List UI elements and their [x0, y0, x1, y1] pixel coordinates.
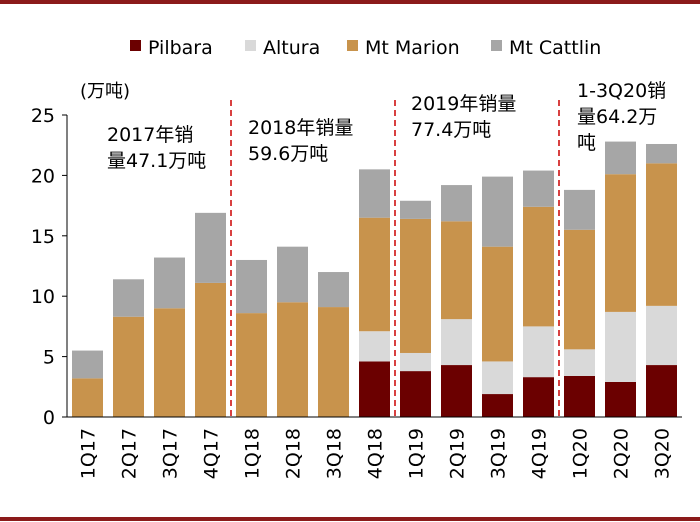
bar-mt-cattlin-1q19 — [400, 200, 431, 219]
bar-mt-cattlin-4q18 — [359, 169, 390, 218]
x-tick-label-3q20: 3Q20 — [652, 428, 674, 479]
bar-mt-marion-3q20 — [646, 163, 677, 306]
bar-mt-marion-2q20 — [605, 174, 636, 312]
annotation-text: 1-3Q20销 — [577, 80, 666, 102]
legend-label-pilbara: Pilbara — [148, 37, 213, 59]
bar-mt-cattlin-3q20 — [646, 143, 677, 164]
y-tick-label: 20 — [31, 165, 55, 187]
legend-swatch-pilbara — [130, 40, 141, 51]
bottom-border — [0, 517, 700, 521]
annotation-text: 量47.1万吨 — [107, 150, 206, 172]
x-tick-label-3q19: 3Q19 — [488, 428, 510, 479]
top-border — [0, 0, 700, 4]
bar-mt-cattlin-2q17 — [113, 279, 144, 317]
bar-mt-cattlin-3q18 — [318, 272, 349, 308]
legend-label-altura: Altura — [263, 37, 320, 59]
bar-mt-marion-1q18 — [236, 313, 267, 417]
bar-mt-marion-2q18 — [277, 302, 308, 417]
bar-altura-3q20 — [646, 305, 677, 366]
bar-mt-cattlin-1q20 — [564, 189, 595, 230]
bar-mt-marion-1q20 — [564, 229, 595, 350]
x-tick-label-4q17: 4Q17 — [201, 428, 223, 479]
x-tick-label-2q19: 2Q19 — [447, 428, 469, 479]
bar-pilbara-4q19 — [523, 377, 554, 417]
annotation-text: 77.4万吨 — [411, 119, 491, 141]
bar-altura-4q19 — [523, 326, 554, 378]
bar-mt-cattlin-3q17 — [154, 257, 185, 309]
y-tick-label: 15 — [31, 226, 55, 248]
bar-mt-cattlin-3q19 — [482, 176, 513, 247]
bar-pilbara-2q19 — [441, 365, 472, 417]
x-tick-label-3q17: 3Q17 — [160, 428, 182, 479]
bar-mt-marion-1q19 — [400, 218, 431, 353]
annotation-text: 量64.2万 — [577, 106, 657, 128]
x-tick-label-1q20: 1Q20 — [570, 428, 592, 479]
x-tick-label-4q18: 4Q18 — [365, 428, 387, 479]
x-axis: 1Q17 2Q17 3Q17 4Q17 1Q18 2Q18 3Q18 4Q18 1Q19 2Q19… — [67, 416, 682, 479]
bar-pilbara-1q20 — [564, 375, 595, 417]
bar-mt-marion-1q17 — [72, 378, 103, 417]
y-tick-label: 25 — [31, 105, 55, 127]
y-tick-label: 5 — [43, 347, 55, 369]
bar-mt-cattlin-4q17 — [195, 212, 226, 283]
bar-mt-cattlin-2q18 — [277, 246, 308, 303]
x-tick-label-2q18: 2Q18 — [283, 428, 305, 479]
dividers-group — [230, 100, 560, 417]
x-tick-label-2q20: 2Q20 — [611, 428, 633, 479]
bar-mt-marion-2q19 — [441, 221, 472, 320]
bar-mt-cattlin-2q19 — [441, 185, 472, 222]
bar-mt-cattlin-1q18 — [236, 259, 267, 314]
bar-mt-marion-3q18 — [318, 307, 349, 417]
legend-label-mt-marion: Mt Marion — [365, 37, 460, 59]
annotation-text: 2019年销量 — [411, 93, 516, 115]
bar-mt-marion-3q17 — [154, 308, 185, 417]
x-tick-label-4q19: 4Q19 — [529, 428, 551, 479]
annotation-text: 59.6万吨 — [248, 143, 328, 165]
bar-mt-marion-4q17 — [195, 282, 226, 417]
bar-pilbara-3q19 — [482, 394, 513, 417]
bar-mt-cattlin-2q20 — [605, 141, 636, 175]
x-tick-label-3q18: 3Q18 — [324, 428, 346, 479]
bars-group — [72, 141, 677, 417]
legend-swatch-altura — [245, 40, 256, 51]
bar-altura-1q19 — [400, 352, 431, 372]
y-unit-label: (万吨) — [80, 81, 130, 102]
bar-altura-3q19 — [482, 361, 513, 395]
bar-altura-2q20 — [605, 311, 636, 382]
x-tick-label-1q18: 1Q18 — [242, 428, 264, 479]
annotation-text: 吨 — [577, 132, 596, 154]
bar-altura-1q20 — [564, 349, 595, 376]
x-tick-label-1q19: 1Q19 — [406, 428, 428, 479]
bar-mt-marion-3q19 — [482, 246, 513, 362]
legend-swatch-mt-marion — [347, 40, 358, 51]
legend-label-mt-cattlin: Mt Cattlin — [509, 37, 601, 59]
y-tick-label: 10 — [31, 286, 55, 308]
bar-pilbara-1q19 — [400, 371, 431, 417]
annotation-text: 2018年销量 — [248, 117, 353, 139]
bar-mt-marion-4q19 — [523, 206, 554, 327]
bar-altura-2q19 — [441, 319, 472, 366]
bar-mt-cattlin-4q19 — [523, 170, 554, 207]
bar-pilbara-3q20 — [646, 365, 677, 417]
y-axis: 0 5 10 15 20 25 — [31, 105, 68, 429]
annotation-text: 2017年销 — [107, 124, 193, 146]
x-tick-label-1q17: 1Q17 — [78, 428, 100, 479]
bar-mt-cattlin-1q17 — [72, 350, 103, 379]
legend-swatch-mt-cattlin — [491, 40, 502, 51]
bar-mt-marion-4q18 — [359, 217, 390, 332]
bar-pilbara-2q20 — [605, 381, 636, 417]
bar-altura-4q18 — [359, 331, 390, 362]
x-tick-label-2q17: 2Q17 — [119, 428, 141, 479]
legend: Pilbara Altura Mt Marion Mt Cattlin — [130, 37, 601, 59]
bar-pilbara-4q18 — [359, 361, 390, 417]
bar-mt-marion-2q17 — [113, 316, 144, 417]
y-tick-label: 0 — [43, 407, 55, 429]
